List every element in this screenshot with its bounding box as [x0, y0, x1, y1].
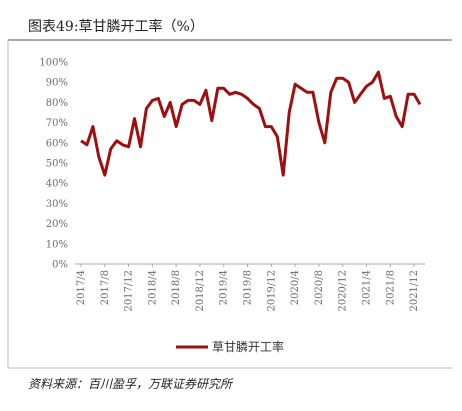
chart-title: 图表49:草甘膦开工率（%） [28, 18, 204, 35]
x-tick-label: 2021/8 [385, 270, 396, 305]
x-tick-label: 2020/4 [290, 270, 301, 305]
y-tick-label: 0% [52, 260, 68, 271]
x-tick-label: 2018/4 [147, 270, 158, 305]
x-tick-label: 2019/12 [266, 270, 277, 312]
y-tick-label: 30% [46, 199, 68, 210]
y-tick-label: 70% [46, 118, 68, 129]
x-tick-label: 2021/12 [409, 270, 420, 312]
y-tick-label: 50% [46, 159, 68, 170]
x-tick-label: 2018/12 [195, 270, 206, 312]
y-tick-label: 100% [39, 58, 68, 69]
y-tick-label: 20% [46, 219, 68, 230]
y-tick-label: 10% [46, 239, 68, 250]
y-tick-label: 40% [46, 179, 68, 190]
y-tick-label: 90% [46, 78, 68, 89]
x-tick-label: 2017/4 [76, 270, 87, 305]
x-tick-label: 2018/8 [171, 270, 182, 305]
x-tick-label: 2019/8 [243, 270, 254, 305]
series-line [80, 70, 422, 177]
x-tick-label: 2017/8 [100, 270, 111, 305]
legend-label: 草甘膦开工率 [212, 339, 284, 354]
x-tick-label: 2020/8 [314, 270, 325, 305]
x-tick-label: 2020/12 [338, 270, 349, 312]
x-tick-label: 2019/4 [219, 270, 230, 305]
source-note: 资料来源：百川盈孚，万联证券研究所 [28, 377, 234, 391]
x-tick-label: 2021/4 [361, 270, 372, 305]
y-tick-label: 80% [46, 98, 68, 109]
y-tick-label: 60% [46, 138, 68, 149]
x-tick-label: 2017/12 [124, 270, 135, 312]
